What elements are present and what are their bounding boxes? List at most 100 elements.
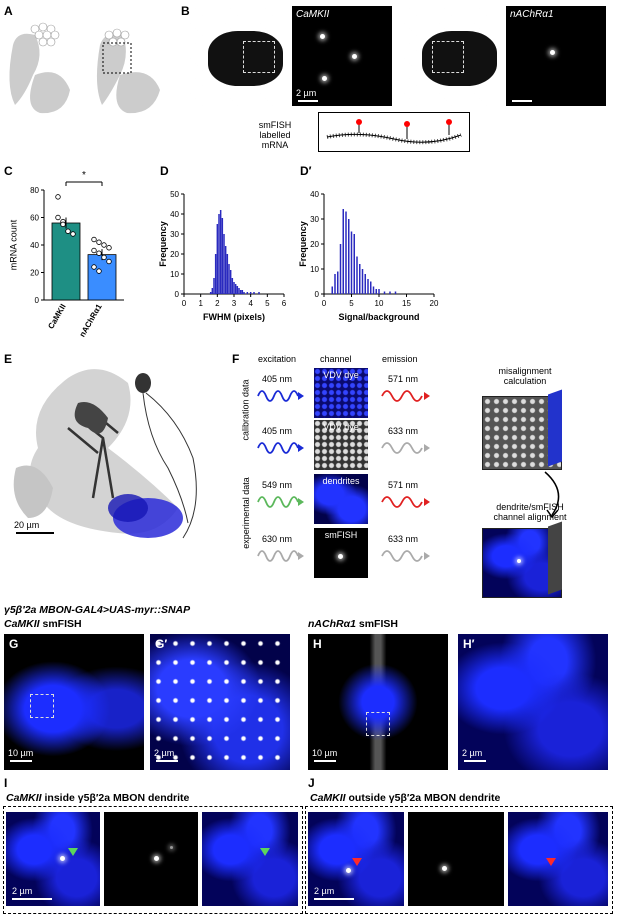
f-channel-label: dendrites — [322, 476, 360, 486]
hist-xtick-label: 3 — [232, 299, 237, 308]
f-excitation-label: 549 nm — [262, 480, 293, 490]
f-experimental-label: experimental data — [240, 477, 251, 549]
micrograph-i-merge: 2 µm — [6, 812, 100, 906]
f-excitation-label: 405 nm — [262, 374, 293, 384]
f-mis-line2: calculation — [503, 376, 547, 386]
neuron-reconstruction — [13, 369, 197, 539]
micrograph-h-prime: H′ 2 µm — [458, 634, 608, 770]
f-excitation-label: 405 nm — [262, 426, 293, 436]
c-point — [96, 239, 102, 245]
scalebar-label: 2 µm — [296, 88, 317, 98]
hist-xtick-label: 5 — [349, 299, 354, 308]
hist-bar — [231, 278, 234, 294]
panel-label-a: A — [4, 4, 13, 18]
c-point — [91, 247, 97, 254]
hist-bar — [331, 286, 333, 294]
hist-xtick-label: 0 — [182, 299, 187, 308]
f-calibration-label: calibration data — [240, 379, 251, 441]
hist-bar — [375, 289, 377, 294]
micrograph-g: G 10 µm — [4, 634, 144, 770]
c-point — [101, 254, 107, 261]
hist-bar — [246, 292, 249, 294]
hist-ytick-label: 30 — [310, 215, 319, 224]
j-gene: CaMKII — [310, 792, 346, 804]
hist-bar — [243, 292, 245, 294]
cube-side — [548, 521, 562, 595]
hist-bar — [253, 292, 255, 294]
hist-bar — [214, 254, 217, 294]
c-ytick-label: 80 — [30, 186, 39, 195]
hist-bar — [219, 210, 222, 294]
hist-ytick-label: 20 — [170, 250, 179, 259]
f-channel-label: VDV dye — [323, 370, 359, 380]
hist-bar — [378, 289, 380, 294]
brain-schematic — [9, 22, 160, 114]
c-bar — [87, 254, 117, 301]
scalebar-label: 2 µm — [314, 886, 335, 896]
f-emission-label: 571 nm — [388, 374, 419, 384]
hist-bar — [394, 291, 397, 294]
panel-i-frame — [3, 806, 303, 914]
panel-label-e: E — [4, 352, 13, 366]
hist-ytick-label: 40 — [310, 190, 319, 199]
scalebar-label: 2 µm — [154, 748, 175, 758]
f-misalignment-label: misalignment calculation — [470, 366, 580, 386]
panel-label-h: H — [313, 637, 322, 651]
hist-bar — [216, 224, 219, 294]
panel-label-i: I — [4, 776, 8, 790]
c-point — [96, 268, 102, 274]
c-point — [91, 264, 97, 270]
hist-xtick-label: 6 — [282, 299, 287, 308]
panel-label-b: B — [181, 4, 190, 18]
hist-bar — [367, 279, 369, 294]
c-sig-label: * — [82, 170, 86, 181]
hist-xlabel: FWHM (pixels) — [203, 312, 265, 322]
f-emission-label: 633 nm — [388, 534, 419, 544]
micrograph-camkii-overview: 10 µm — [188, 6, 288, 106]
hist-bar — [339, 244, 342, 294]
hist-bar — [258, 292, 260, 294]
f-mis-line1: misalignment — [498, 366, 552, 376]
hist-bar — [213, 278, 215, 294]
hist-xtick-label: 20 — [430, 299, 439, 308]
g-suffix: smFISH — [39, 618, 82, 630]
f-header-excitation: excitation — [258, 354, 297, 364]
f-channel-image: VDV dye — [314, 368, 368, 418]
emission-wave-icon — [381, 390, 430, 402]
g-title: CaMKII smFISH — [4, 618, 82, 630]
emission-wave-icon — [381, 550, 430, 562]
hist-bar — [236, 286, 239, 294]
f-channel-image: VDV dye — [314, 420, 368, 470]
chart-d: 0 10 20 30 40 50 0 1 2 3 4 5 6 FWHM (pixels) Frequency — [158, 190, 287, 322]
hist-bar — [233, 282, 235, 294]
hist-bar — [348, 219, 350, 294]
arrowhead-icon — [68, 848, 78, 856]
hist-xtick-label: 4 — [248, 299, 253, 308]
hist-bar — [241, 290, 244, 294]
hist-xlabel: Signal/background — [338, 312, 419, 322]
hist-bar — [350, 231, 353, 294]
c-ytick-label: 0 — [35, 296, 40, 305]
hist-bar — [334, 274, 336, 294]
i-rest: inside γ5β′2a MBON dendrite — [41, 792, 190, 804]
f-al-line1: dendrite/smFISH — [496, 502, 564, 512]
hist-ytick-label: 30 — [170, 230, 179, 239]
micrograph-j-smfish — [408, 812, 504, 906]
arrowhead-icon — [352, 858, 362, 866]
genotype-label: γ5β′2a MBON-GAL4>UAS-myr::SNAP — [4, 604, 191, 616]
i-gene: CaMKII — [6, 792, 42, 804]
hist-ytick-label: 0 — [175, 290, 180, 299]
hist-bar — [389, 291, 391, 294]
hist-ytick-label: 10 — [170, 270, 179, 279]
f-header-emission: emission — [382, 354, 418, 364]
hist-bar — [224, 246, 227, 294]
panel-label-c: C — [4, 164, 13, 178]
micrograph-i-smfish — [104, 812, 198, 906]
hist-bar — [353, 234, 355, 294]
h-gene: nAChRα1 — [308, 618, 356, 630]
hist-ytick-label: 40 — [170, 210, 179, 219]
excitation-wave-icon — [257, 496, 304, 508]
panel-label-f: F — [232, 352, 240, 366]
hist-bar — [359, 264, 361, 294]
c-point — [70, 231, 76, 237]
